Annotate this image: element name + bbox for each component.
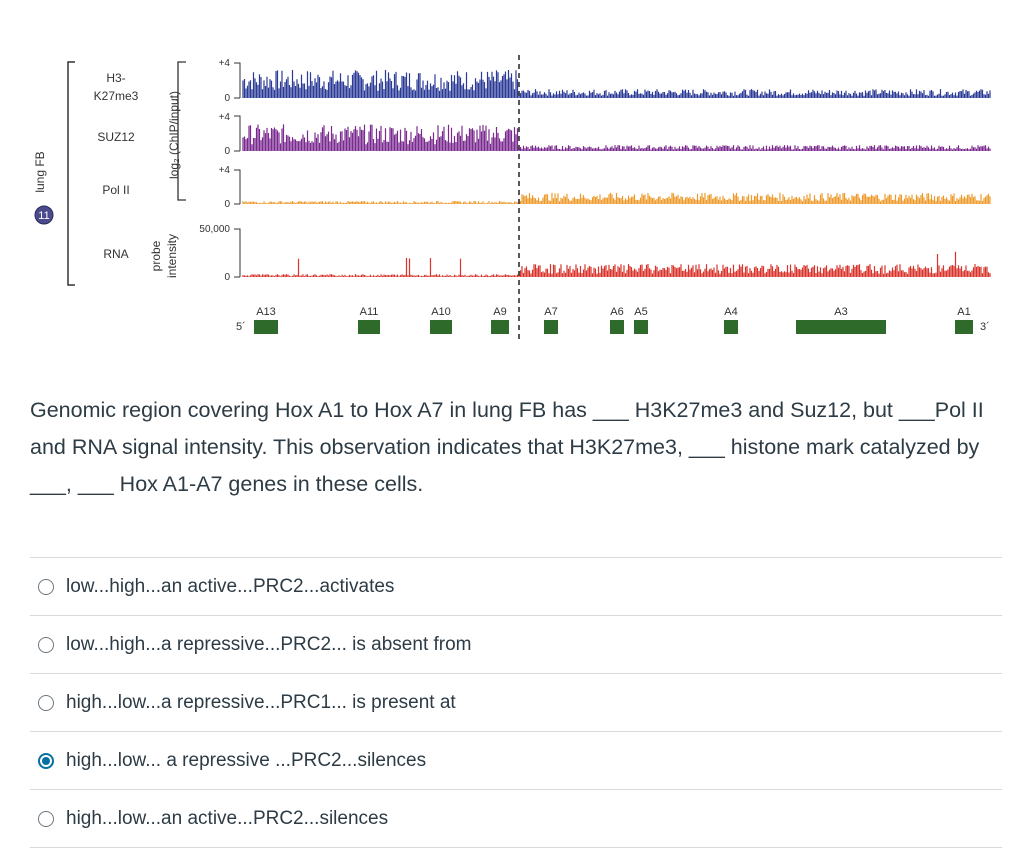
- tick-h3-zero: 0: [224, 93, 230, 104]
- radio-button-4[interactable]: [38, 752, 54, 769]
- track-name-h3k27me3-line2: K27me3: [94, 89, 139, 103]
- signal-tracks: [242, 69, 991, 277]
- radio-button-2[interactable]: [38, 636, 54, 653]
- axis-label-probe: probe: [149, 240, 163, 271]
- signal-track-3: [242, 251, 991, 277]
- gene-label-a11: A11: [360, 306, 379, 318]
- radio-button-3[interactable]: [38, 694, 54, 711]
- tick-pol-zero: 0: [224, 199, 230, 210]
- answer-option-3[interactable]: high...low...a repressive...PRC1... is p…: [30, 673, 1002, 731]
- answer-label-4: high...low... a repressive ...PRC2...sil…: [66, 749, 427, 771]
- gene-box-a7: [544, 320, 558, 334]
- gene-box-a6: [610, 320, 624, 334]
- gene-label-a3: A3: [834, 306, 847, 318]
- track-name-pol2: Pol II: [102, 183, 129, 197]
- answer-option-1[interactable]: low...high...an active...PRC2...activate…: [30, 557, 1002, 615]
- answer-list: low...high...an active...PRC2...activate…: [30, 557, 1002, 848]
- gene-box-a3: [796, 320, 886, 334]
- chip-seq-figure: lung FB 11 H3- K27me3 SUZ12 Pol II RNA l…: [33, 55, 991, 340]
- signal-track-0: [242, 69, 991, 98]
- gene-label-a5: A5: [634, 306, 647, 318]
- sample-label: lung FB: [33, 151, 47, 192]
- track-axes: [234, 62, 241, 278]
- gene-label-a7: A7: [544, 306, 557, 318]
- answer-label-3: high...low...a repressive...PRC1... is p…: [66, 691, 456, 713]
- answer-option-2[interactable]: low...high...a repressive...PRC2... is a…: [30, 615, 1002, 673]
- tick-pol-top: +4: [219, 165, 231, 176]
- axis-label-intensity: intensity: [165, 234, 179, 278]
- gene-box-a4: [724, 320, 738, 334]
- gene-label-a10: A10: [431, 306, 451, 318]
- gene-box-a13: [254, 320, 278, 334]
- sample-badge-number: 11: [38, 210, 49, 222]
- three-prime-label: 3´: [980, 321, 990, 333]
- gene-label-a1: A1: [957, 306, 970, 318]
- signal-track-2: [242, 192, 991, 204]
- gene-box-a9: [491, 320, 509, 334]
- gene-label-a6: A6: [610, 306, 623, 318]
- axis-label-log2: log₂ (ChIP/input): [167, 91, 181, 179]
- sample-bracket: [67, 61, 75, 286]
- signal-track-1: [242, 124, 991, 151]
- log2-bracket: [177, 61, 186, 201]
- gene-label-a13: A13: [256, 306, 276, 318]
- answer-option-4[interactable]: high...low... a repressive ...PRC2...sil…: [30, 731, 1002, 789]
- track-name-suz12: SUZ12: [97, 130, 135, 144]
- track-name-h3k27me3-line1: H3-: [106, 71, 125, 85]
- tick-rna-top: 50,000: [199, 224, 230, 235]
- gene-label-a9: A9: [493, 306, 506, 318]
- answer-option-5[interactable]: high...low...an active...PRC2...silences: [30, 789, 1002, 848]
- gene-track: A13 A11 A10 A9 A7 A6 A5 A4 A3 A1: [254, 306, 973, 334]
- gene-box-a5: [634, 320, 648, 334]
- track-name-rna: RNA: [103, 247, 128, 261]
- answer-label-2: low...high...a repressive...PRC2... is a…: [66, 633, 472, 655]
- radio-button-1[interactable]: [38, 578, 54, 595]
- gene-box-a1: [955, 320, 973, 334]
- answer-label-5: high...low...an active...PRC2...silences: [66, 807, 389, 829]
- gene-box-a10: [430, 320, 452, 334]
- question-text: Genomic region covering Hox A1 to Hox A7…: [30, 398, 984, 496]
- tick-suz-zero: 0: [224, 146, 230, 157]
- tick-rna-zero: 0: [224, 272, 230, 283]
- gene-box-a11: [358, 320, 380, 334]
- tick-suz-top: +4: [219, 112, 231, 123]
- five-prime-label: 5´: [236, 321, 246, 333]
- radio-button-5[interactable]: [38, 810, 54, 827]
- gene-label-a4: A4: [724, 306, 737, 318]
- sample-badge: [34, 205, 54, 225]
- answer-label-1: low...high...an active...PRC2...activate…: [66, 575, 395, 597]
- tick-h3-top: +4: [219, 58, 231, 69]
